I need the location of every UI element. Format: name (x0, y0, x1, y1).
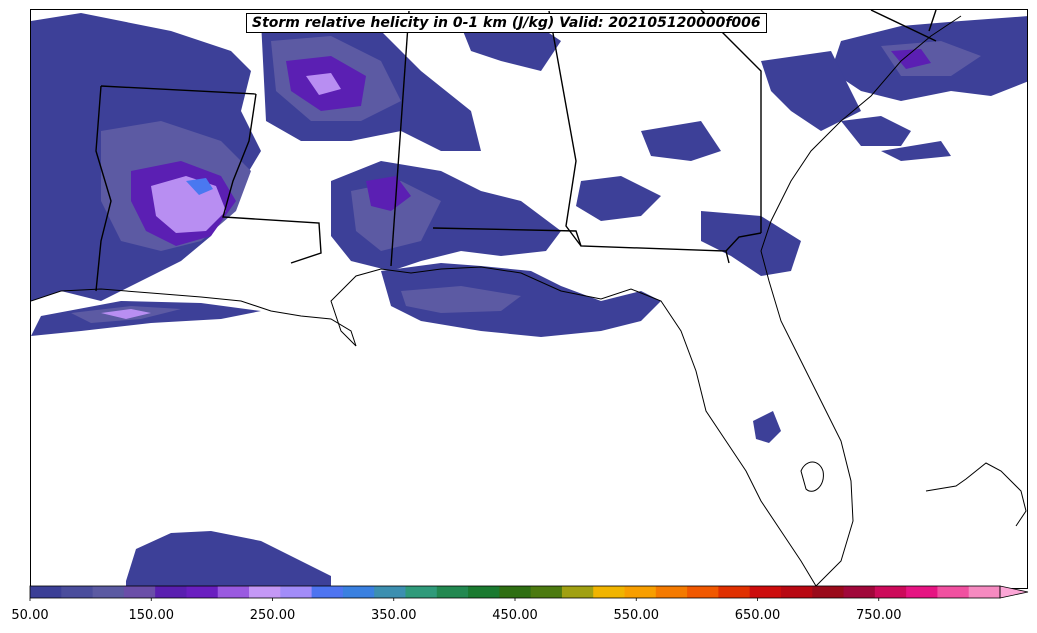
colorbar-segment (468, 586, 500, 598)
colorbar-segment (92, 586, 125, 598)
colorbar-segment (718, 586, 751, 598)
shade-light-coast (101, 309, 151, 319)
colorbar-tick-label: 250.00 (249, 608, 296, 623)
colorbar-segment (624, 586, 657, 598)
colorbar-segment (249, 586, 281, 598)
coast-florida-atlantic (760, 15, 962, 587)
helicity-shading-peak (186, 178, 213, 195)
colorbar-segment (530, 586, 563, 598)
colorbar-segment (123, 586, 156, 598)
colorbar-segment (874, 586, 907, 598)
colorbar-tick-label: 150.00 (128, 608, 175, 623)
map-borders (95, 10, 937, 292)
helicity-shading-base (31, 13, 1027, 588)
colorbar-segment (405, 586, 438, 598)
colorbar-tick-label: 750.00 (856, 608, 902, 623)
state-border-ga-north (700, 10, 762, 233)
shade-georgia (576, 176, 661, 221)
shade-gulf-panhandle (381, 263, 661, 337)
colorbar-segment (593, 586, 626, 598)
state-border-al-ga (548, 10, 582, 247)
map-coastlines (31, 15, 1027, 587)
shade-atl-small (841, 116, 911, 146)
state-border-ne-b (928, 10, 937, 32)
coast-gulf-mississippi (330, 268, 442, 347)
colorbar-segment (374, 586, 406, 598)
colorbar-extend-arrow (999, 585, 1029, 599)
colorbar-tick-label: 450.00 (492, 608, 538, 623)
colorbar-segment (687, 586, 719, 598)
shade-coast-louisiana (31, 301, 261, 336)
shade-mid-gulf (401, 286, 521, 313)
shade-tn-blob (461, 21, 561, 71)
colorbar-segment (61, 586, 94, 598)
shade-purple-ne (891, 49, 931, 69)
shade-nc-spot (881, 141, 951, 161)
colorbar-segment (749, 586, 782, 598)
colorbar-segment (780, 586, 813, 598)
shade-light-north (306, 73, 341, 95)
colorbar-segment (436, 586, 469, 598)
shade-ga-north (641, 121, 721, 161)
colorbar-segment (906, 586, 938, 598)
shade-gulf-south (126, 531, 331, 588)
colorbar-segment (186, 586, 219, 598)
lake-okeechobee (800, 461, 824, 492)
colorbar-segment (499, 586, 532, 598)
colorbar-segment (311, 586, 344, 598)
colorbar-tick-label: 550.00 (613, 608, 660, 623)
shade-east-strip (761, 51, 861, 131)
coast-texas-louisiana (31, 288, 357, 347)
colorbar-segment (655, 586, 688, 598)
colorbar-segment (937, 586, 970, 598)
colorbar-segment (561, 586, 594, 598)
colorbar-tick-label: 650.00 (734, 608, 781, 623)
colorbar-segment (280, 586, 313, 598)
shade-florida-inland (753, 411, 781, 443)
state-border-ms-river (222, 93, 322, 264)
shade-peak-ar (186, 178, 213, 195)
helicity-map (31, 10, 1027, 588)
state-border-ne-a (870, 10, 937, 42)
state-border-ok-ar (95, 85, 112, 292)
coast-bahamas (925, 462, 1027, 527)
colorbar-segment (155, 586, 187, 598)
state-border-ms-al (390, 10, 410, 267)
state-border-fl-al (432, 227, 730, 264)
shade-purple-ms (366, 176, 411, 211)
colorbar (29, 585, 1029, 601)
colorbar-tick-label: 50.00 (11, 608, 49, 623)
colorbar-segment (217, 586, 250, 598)
colorbar-segment (843, 586, 876, 598)
colorbar-segment (30, 586, 62, 598)
shade-carolina-coast (701, 211, 801, 276)
colorbar-tick-label: 350.00 (371, 608, 417, 623)
state-border-ga-sc (725, 232, 762, 252)
map-panel (30, 9, 1028, 589)
colorbar-segment (968, 586, 1001, 598)
colorbar-segment (812, 586, 845, 598)
coast-florida-panhandle (440, 266, 817, 587)
state-border-ar-north (100, 85, 257, 95)
map-title: Storm relative helicity in 0-1 km (J/kg)… (246, 13, 767, 33)
colorbar-segment (342, 586, 375, 598)
